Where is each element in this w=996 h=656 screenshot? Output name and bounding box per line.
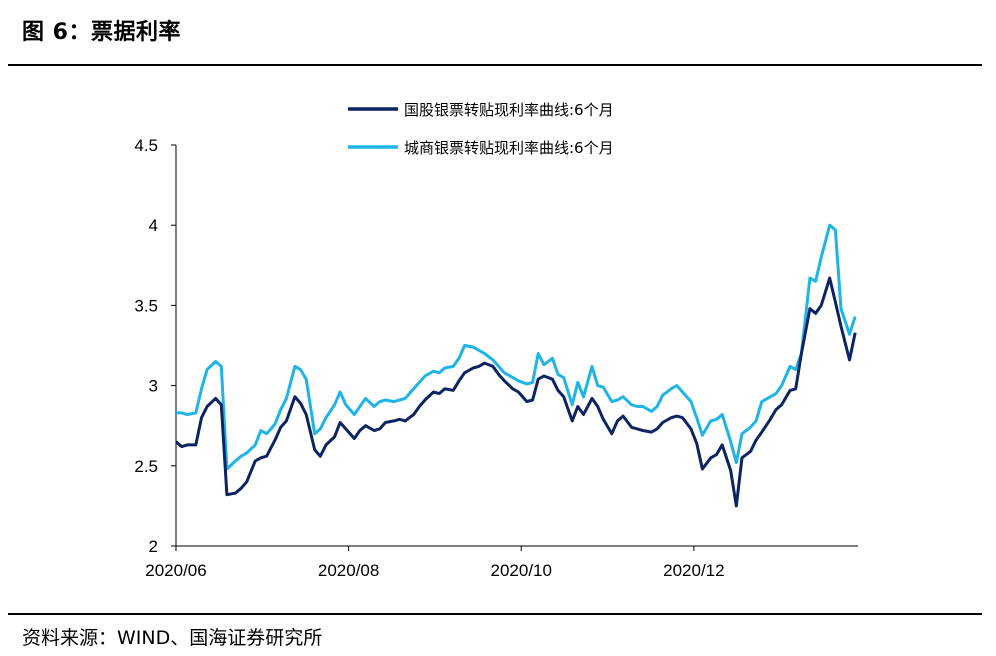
x-tick-label: 2020/08 xyxy=(318,561,379,580)
x-tick-label: 2020/06 xyxy=(145,561,206,580)
figure-title: 图 6：票据利率 xyxy=(22,20,181,45)
y-tick-label: 3.5 xyxy=(134,296,158,315)
source-note: 资料来源：WIND、国海证券研究所 xyxy=(22,627,323,649)
y-tick-label: 2.5 xyxy=(134,457,158,476)
series-line-1 xyxy=(176,223,857,471)
line-chart: 2 2.5 3 3.5 4 4.5 2020/06 2020/08 2020/10 2020/1… xyxy=(134,101,858,580)
x-tick-label: 2020/12 xyxy=(663,561,724,580)
y-tick-label: 4.5 xyxy=(134,136,158,155)
legend-label-1: 城商银票转贴现利率曲线:6个月 xyxy=(404,139,614,157)
x-tick-label: 2020/10 xyxy=(491,561,552,580)
y-tick-label: 2 xyxy=(149,537,158,556)
y-axis-ticks: 2 2.5 3 3.5 4 4.5 xyxy=(134,136,176,556)
x-axis-ticks: 2020/06 2020/08 2020/10 2020/12 xyxy=(145,546,725,580)
legend-label-0: 国股银票转贴现利率曲线:6个月 xyxy=(404,101,614,119)
y-tick-label: 3 xyxy=(149,377,158,396)
y-tick-label: 4 xyxy=(149,216,158,235)
top-divider xyxy=(8,64,982,66)
series-lines xyxy=(175,223,857,508)
series-line-0 xyxy=(175,276,857,508)
chart-axes xyxy=(175,145,858,547)
bottom-divider xyxy=(8,613,982,615)
